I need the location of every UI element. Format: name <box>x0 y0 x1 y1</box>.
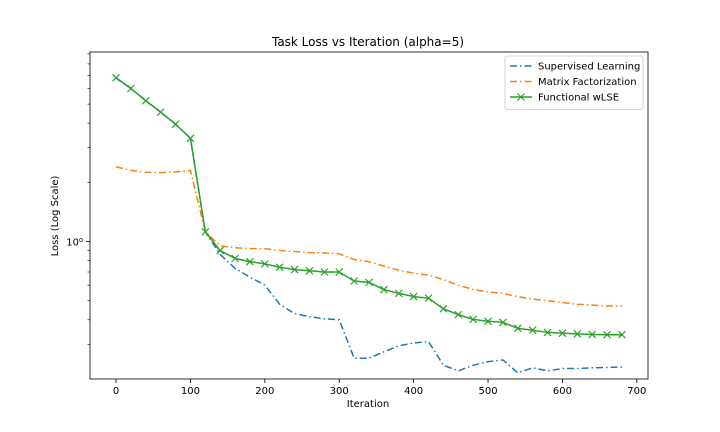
y-tick-label: 10⁰ <box>66 238 83 249</box>
data-point <box>409 292 418 301</box>
chart-title: Task Loss vs Iteration (alpha=5) <box>271 35 464 49</box>
data-point <box>558 329 567 338</box>
data-point <box>618 330 626 339</box>
data-point <box>246 257 254 266</box>
data-point <box>112 73 120 82</box>
series-line-matrix-factorization <box>115 166 622 307</box>
data-point <box>275 263 284 272</box>
data-point <box>439 304 448 313</box>
x-tick-label: 300 <box>330 386 349 397</box>
x-tick-label: 200 <box>255 386 274 397</box>
data-point <box>543 328 552 337</box>
axes-frame <box>89 51 649 380</box>
x-tick-label: 600 <box>553 386 572 397</box>
data-point <box>513 324 522 333</box>
legend-marker <box>517 93 525 101</box>
axes: 0 100 200 300 400 500 600 700 10⁰ <box>66 51 649 397</box>
data-point <box>171 120 180 129</box>
data-point <box>350 277 359 285</box>
legend-label: Functional wLSE <box>538 93 619 104</box>
x-tick-label: 100 <box>181 386 200 397</box>
data-point <box>231 254 240 263</box>
data-point <box>424 294 433 303</box>
data-point <box>469 315 478 324</box>
legend-label: Matrix Factorization <box>538 77 637 88</box>
data-point <box>498 318 507 327</box>
x-tick-label: 0 <box>113 386 119 397</box>
data-point <box>126 84 135 93</box>
series-2-group <box>112 73 626 339</box>
data-point <box>260 259 269 268</box>
data-point <box>141 96 150 105</box>
data-point <box>588 330 597 339</box>
data-point <box>320 268 329 276</box>
data-point <box>156 108 165 117</box>
data-point <box>335 268 344 276</box>
data-point <box>603 330 612 339</box>
data-point <box>290 265 299 274</box>
data-point <box>305 266 314 275</box>
x-axis-label: Iteration <box>347 399 389 410</box>
x-tick-label: 400 <box>404 386 423 397</box>
data-point <box>454 310 463 319</box>
data-point <box>573 330 582 338</box>
data-point <box>201 227 210 236</box>
data-point <box>186 134 195 143</box>
x-tick-label: 500 <box>478 386 497 397</box>
data-point <box>216 246 225 255</box>
data-point <box>379 285 388 294</box>
data-point <box>484 317 492 326</box>
data-point <box>365 278 373 287</box>
legend-label: Supervised Learning <box>538 62 640 73</box>
series-1-group <box>115 166 622 307</box>
plot-area <box>112 73 626 374</box>
legend: Supervised Learning Matrix Factorization F… <box>504 55 644 110</box>
y-axis-label: Loss (Log Scale) <box>50 175 61 256</box>
legend-box <box>504 55 644 110</box>
data-point <box>528 326 537 335</box>
x-tick-label: 700 <box>627 386 646 397</box>
data-point <box>394 289 403 298</box>
